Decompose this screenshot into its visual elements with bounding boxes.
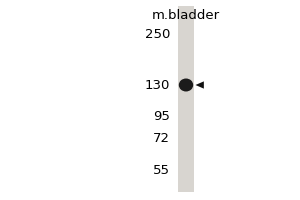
Ellipse shape (179, 78, 193, 92)
Text: 55: 55 (153, 164, 170, 176)
Polygon shape (196, 81, 204, 89)
Text: 95: 95 (153, 110, 170, 122)
Text: 250: 250 (145, 27, 170, 40)
Text: 72: 72 (153, 132, 170, 146)
Bar (178, 6, 194, 192)
Text: 130: 130 (145, 79, 170, 92)
Text: m.bladder: m.bladder (152, 9, 220, 22)
